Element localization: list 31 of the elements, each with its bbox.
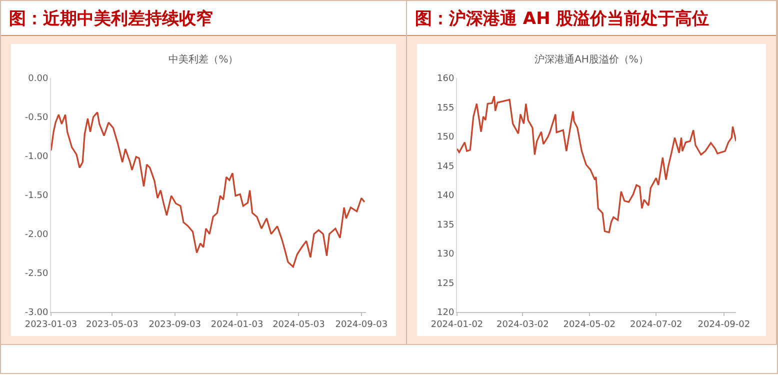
y-tick-label: 0.00 [28, 74, 48, 84]
x-tick-label: 2024-03-02 [496, 320, 549, 330]
y-tick-label: -3.00 [24, 308, 48, 318]
y-tick-label: 130 [437, 250, 454, 260]
y-tick-label: -1.00 [24, 152, 48, 162]
y-tick-label: -1.50 [24, 191, 48, 202]
y-tick-label: 160 [437, 74, 454, 84]
y-tick-label: -2.00 [24, 230, 48, 240]
x-tick-label: 2023-01-03 [24, 320, 78, 330]
y-tick-label: 145 [437, 162, 454, 172]
y-tick-label: 120 [437, 308, 454, 318]
chart-title: 图：近期中美利差持续收窄 [1, 1, 406, 36]
y-tick-label: 150 [437, 132, 454, 143]
x-tick-label: 2024-09-02 [698, 320, 750, 330]
x-tick-label: 2024-01-03 [210, 320, 264, 330]
y-tick-label: 135 [437, 220, 454, 230]
y-tick-label: -0.50 [24, 113, 48, 124]
x-tick-label: 2024-01-02 [430, 320, 484, 330]
chart-subtitle: 沪深港通AH股溢价（%） [534, 54, 648, 66]
x-tick-label: 2024-05-02 [563, 320, 616, 330]
x-tick-label: 2024-05-03 [272, 320, 325, 330]
x-tick-label: 2023-09-03 [148, 320, 202, 330]
y-tick-label: 155 [437, 103, 454, 114]
y-tick-label: 125 [437, 278, 454, 289]
y-tick-label: -2.50 [24, 269, 48, 280]
x-tick-label: 2024-07-02 [630, 320, 682, 330]
x-tick-label: 2024-09-03 [335, 320, 388, 330]
x-tick-label: 2023-05-03 [86, 320, 138, 330]
chart-subtitle: 中美利差（%） [168, 54, 238, 66]
y-tick-label: 140 [437, 191, 454, 202]
chart-title: 图：沪深港通 AH 股溢价当前处于高位 [407, 1, 776, 36]
